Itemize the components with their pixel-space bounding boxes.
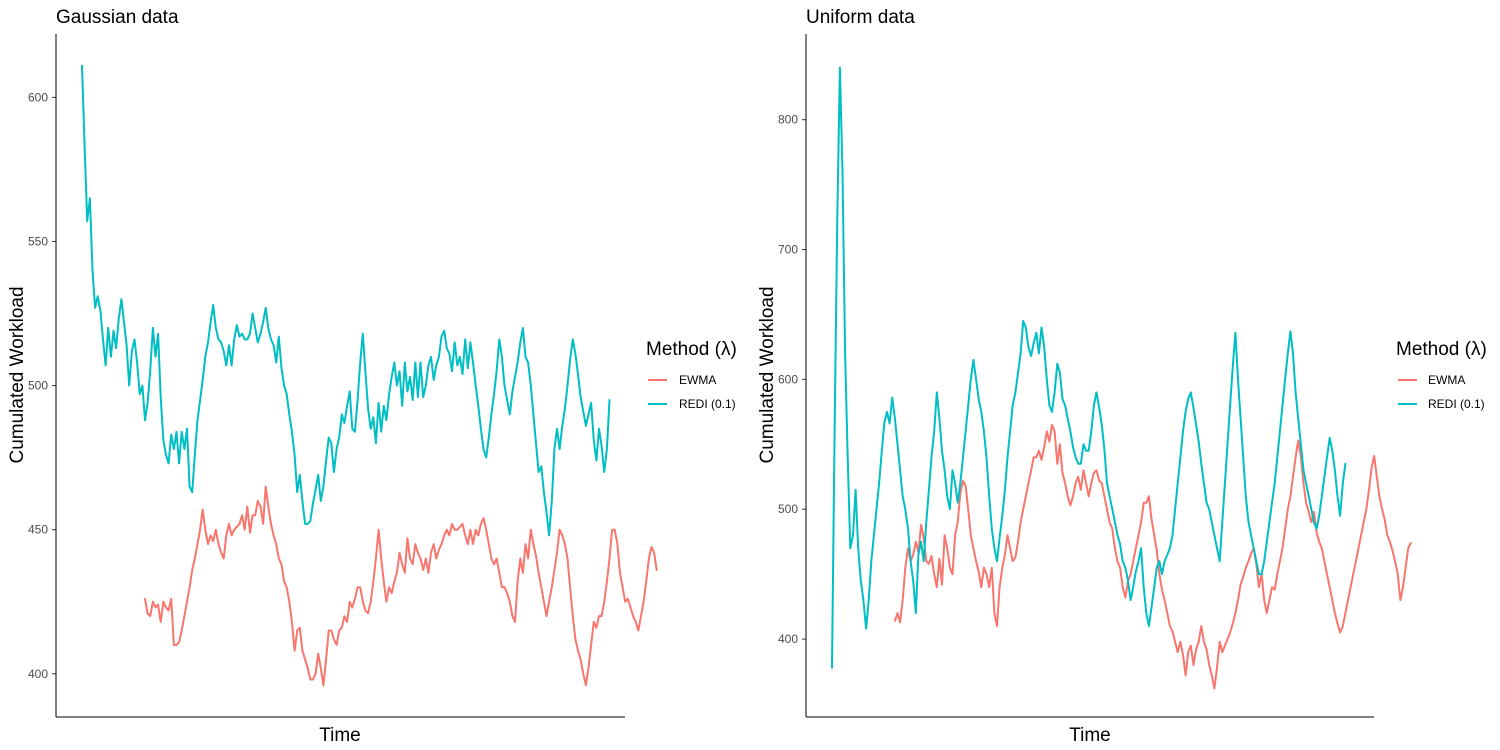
legend-label-ewma: EWMA [1428,373,1465,387]
legend: Method (λ) EWMA REDI (0.1) [1396,339,1487,411]
y-tick-label: 600 [778,372,798,386]
y-tick-label: 600 [28,90,48,104]
series-line-ewma [144,485,658,687]
legend-title: Method (λ) [646,339,737,360]
y-tick-label: 500 [28,379,48,393]
y-tick-label: 400 [778,632,798,646]
y-tick-label: 800 [778,113,798,127]
x-axis-title: Time [319,725,361,746]
y-axis-title: Cumulated Workload [7,286,28,463]
series-line-redi-0-1 [831,66,1347,669]
x-axis-title: Time [1069,725,1111,746]
y-axis-title: Cumulated Workload [757,286,778,463]
legend-label-redi: REDI (0.1) [679,397,736,411]
y-axis-ticks: 400 450 500 550 600 [28,90,56,681]
y-tick-label: 550 [28,234,48,248]
series-line-ewma [893,423,1412,690]
y-tick-label: 500 [778,502,798,516]
panel-title: Gaussian data [56,7,179,28]
series-lines [831,66,1412,690]
legend-title: Method (λ) [1396,339,1487,360]
uniform-panel: Uniform data 400 500 600 700 800 Time Cumula… [757,7,1487,746]
y-tick-label: 700 [778,243,798,257]
series-line-redi-0-1 [81,64,611,537]
y-tick-label: 450 [28,523,48,537]
y-axis-ticks: 400 500 600 700 800 [778,113,806,646]
gaussian-panel: Gaussian data 400 450 500 550 600 Time Cumul… [7,7,737,746]
legend: Method (λ) EWMA REDI (0.1) [646,339,737,411]
legend-label-redi: REDI (0.1) [1428,397,1485,411]
y-tick-label: 400 [28,667,48,681]
series-lines [81,64,658,687]
legend-label-ewma: EWMA [679,373,716,387]
panel-title: Uniform data [806,7,915,28]
